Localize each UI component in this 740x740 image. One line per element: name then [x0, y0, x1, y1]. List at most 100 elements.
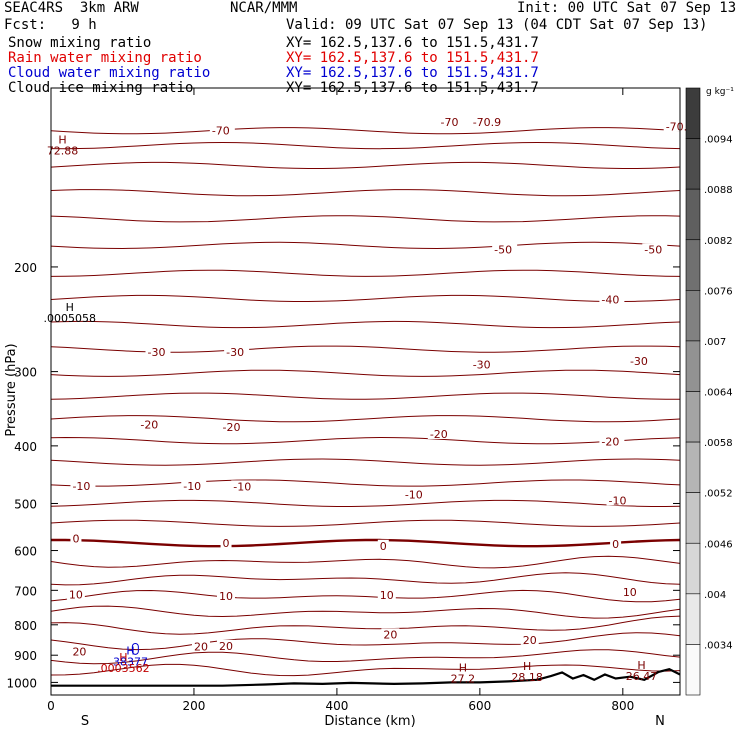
high-marker-value: 38377 — [113, 655, 148, 668]
colorbar-segment — [685, 138, 701, 190]
y-axis-label: Pressure (hPa) — [4, 343, 19, 436]
temperature-contour — [50, 479, 681, 487]
contour-label: -20 — [601, 435, 619, 448]
contour-label-bg — [70, 479, 96, 491]
colorbar-segment — [685, 239, 701, 291]
y-tick-label: 700 — [14, 584, 37, 598]
contour-label: 10 — [623, 586, 637, 599]
high-marker: H — [126, 644, 134, 657]
colorbar-tick-label: .0064 — [704, 388, 733, 399]
high-marker-value: .0003562 — [97, 662, 150, 675]
temperature-contour — [50, 519, 681, 527]
colorbar-unit: g kg⁻¹ — [706, 87, 734, 97]
colorbar-tick-label: .0052 — [704, 489, 733, 500]
contour-label-bg — [191, 640, 210, 652]
contour-label: -50 — [644, 244, 662, 257]
contour-label-bg — [70, 645, 89, 657]
y-tick-label: 1000 — [6, 676, 37, 690]
contour-label-bg — [599, 435, 625, 447]
colorbar-tick-label: .0058 — [704, 438, 733, 449]
temperature-contour — [50, 499, 681, 507]
temperature-contour — [50, 415, 681, 423]
contour-label-bg — [642, 243, 668, 255]
contour-label-bg — [438, 115, 464, 127]
contour-label-bg — [610, 538, 622, 550]
temperature-contour — [50, 555, 681, 569]
contour-label: -70 — [212, 125, 230, 138]
freezing-level-contour — [51, 538, 681, 548]
contour-label-bg — [138, 418, 164, 430]
snow-field-xy: XY= 162.5,137.6 to 151.5,431.7 — [286, 35, 539, 51]
contour-label: -10 — [405, 489, 423, 502]
y-tick-label: 600 — [14, 545, 37, 559]
high-marker: H — [523, 660, 531, 673]
temperature-contour — [50, 369, 681, 377]
contour-label-bg — [70, 532, 82, 544]
contour-label: 20 — [383, 628, 397, 641]
contour-label-bg — [620, 586, 639, 598]
temperature-contour — [50, 269, 681, 277]
y-tick-label: 200 — [14, 261, 37, 275]
colorbar-tick-label: .007 — [704, 337, 726, 348]
temperature-contour — [50, 589, 681, 603]
contour-label-bg — [231, 480, 257, 492]
contour-label: -70.9 — [473, 116, 501, 129]
terrain-profile — [51, 668, 681, 687]
temperature-contour — [50, 345, 681, 353]
contour-label: 10 — [380, 589, 394, 602]
colorbar-tick-label: .0094 — [704, 135, 733, 146]
y-tick-label: 300 — [14, 366, 37, 380]
y-tick-label: 500 — [14, 497, 37, 511]
colorbar-segment — [685, 290, 701, 342]
init-time: Init: 00 UTC Sat 07 Sep 13 — [517, 0, 737, 16]
contour-label-bg — [402, 488, 428, 500]
forecast-hour: Fcst: 9 h — [4, 17, 97, 33]
colorbar-tick-label: .0046 — [704, 539, 733, 550]
contour-label: 10 — [69, 589, 83, 602]
high-marker: H — [66, 301, 74, 314]
contour-label-bg — [224, 345, 250, 357]
colorbar-tick-label: .004 — [704, 590, 726, 601]
x-tick-label: 0 — [47, 699, 55, 713]
terrain-line — [51, 668, 681, 687]
contour-label-bg — [209, 124, 235, 136]
plot-frame — [50, 87, 681, 696]
cloud-water-field-xy: XY= 162.5,137.6 to 151.5,431.7 — [286, 65, 539, 81]
x-axis-label: Distance (km) — [324, 714, 415, 729]
contour-label-bg — [181, 479, 207, 491]
colorbar-segment — [685, 391, 701, 443]
contour-label-bg — [377, 539, 389, 551]
high-marker: H — [58, 134, 66, 147]
contour-label: -30 — [630, 355, 648, 368]
contour-label: -20 — [430, 428, 448, 441]
colorbar-segment — [685, 492, 701, 544]
contour-label-bg — [599, 293, 625, 305]
colorbar-segment — [685, 644, 701, 696]
high-marker: H — [459, 661, 467, 674]
temperature-contour — [50, 294, 681, 302]
contour-label: -50 — [494, 244, 512, 257]
contour-label: -40 — [601, 294, 619, 307]
temperature-contour — [50, 141, 681, 150]
temperature-contour — [50, 161, 681, 169]
contour-label-bg — [663, 120, 703, 132]
colorbar-segment — [685, 340, 701, 392]
temperature-contour — [50, 436, 681, 445]
contour-label-bg — [470, 358, 496, 370]
snow-field-label: Snow mixing ratio — [8, 35, 152, 51]
rain-field-xy: XY= 162.5,137.6 to 151.5,431.7 — [286, 50, 539, 66]
high-marker: H — [119, 651, 127, 664]
temperature-contours: -70-70 -70.9 -70.6-50 -50-40-30 -30-30 -30-20… — [50, 115, 703, 677]
contour-label: 20 — [523, 634, 537, 647]
y-tick-label: 900 — [14, 649, 37, 663]
colorbar-segment — [685, 593, 701, 645]
y-tick-label: 800 — [14, 619, 37, 633]
valid-time: Valid: 09 UTC Sat 07 Sep 13 (04 CDT Sat … — [286, 17, 708, 33]
x-end-label-right: N — [655, 714, 665, 729]
contour-label-bg — [492, 243, 518, 255]
contour-label-bg — [220, 421, 246, 433]
model-title: SEAC4RS 3km ARW — [4, 0, 139, 16]
contour-label: -30 — [226, 346, 244, 359]
contour-label: 0 — [72, 533, 79, 546]
